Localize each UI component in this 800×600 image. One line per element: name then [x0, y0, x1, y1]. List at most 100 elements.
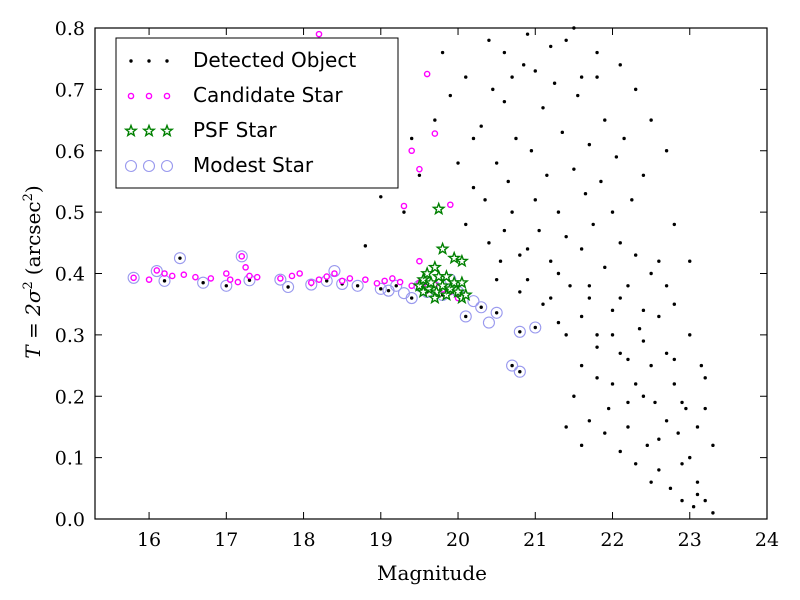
x-tick-label: 19	[369, 529, 393, 551]
candidate-star-point	[145, 276, 153, 283]
detected-object-point	[603, 118, 607, 122]
detected-object-point	[618, 296, 622, 300]
legend-symbol	[129, 59, 133, 63]
y-axis-label-prefix: T = 2σ	[21, 288, 45, 359]
psf-star-point	[447, 250, 462, 265]
detected-object-point	[494, 311, 499, 315]
detected-object-point	[541, 302, 545, 306]
detected-object-point	[533, 198, 537, 202]
modest-star-point	[127, 271, 140, 284]
detected-object-point	[606, 406, 611, 411]
detected-object-point	[657, 259, 661, 263]
detected-object-point	[518, 330, 522, 334]
detected-object-point	[494, 161, 499, 165]
y-axis-ticks: 0.0 0.1 0.2 0.3 0.4 0.5 0.6 0.7 0.8	[55, 18, 767, 531]
detected-object-point	[464, 75, 468, 79]
detected-object-point	[618, 63, 622, 67]
candidate-star-point	[362, 276, 369, 283]
detected-object-point	[618, 241, 622, 245]
detected-object-point	[672, 222, 677, 227]
detected-object-point	[649, 118, 653, 122]
candidate-star-point	[288, 272, 296, 280]
candidate-star-point	[180, 271, 188, 279]
detected-object-point	[471, 185, 476, 190]
detected-object-point	[649, 271, 653, 276]
detected-object-point	[664, 284, 669, 288]
detected-object-point	[595, 345, 599, 349]
detected-object-point	[448, 93, 453, 98]
detected-object-point	[587, 296, 592, 300]
detected-object-point	[703, 406, 707, 411]
y-tick-label: 0.8	[55, 18, 85, 40]
legend-symbol	[159, 123, 175, 138]
candidate-star-point	[253, 273, 261, 281]
candidate-star-point	[130, 274, 137, 282]
psf-star-point	[458, 287, 473, 302]
psf-star-point	[421, 281, 436, 295]
detected-object-point	[487, 241, 491, 245]
detected-object-point	[633, 87, 638, 92]
detected-object-point	[417, 173, 422, 177]
y-tick-label: 0.0	[55, 509, 85, 531]
x-axis-label: Magnitude	[377, 561, 487, 585]
candidate-star-point	[416, 165, 423, 173]
detected-object-point	[684, 406, 688, 411]
detected-object-point	[487, 38, 491, 42]
detected-object-point	[664, 351, 669, 355]
detected-object-point	[599, 179, 603, 184]
psf-star-point	[427, 259, 443, 274]
detected-object-point	[610, 210, 615, 214]
candidate-star-point	[246, 272, 253, 280]
detected-object-point	[576, 93, 580, 98]
detected-object-point	[556, 271, 561, 276]
detected-object-point	[626, 400, 630, 405]
detected-object-point	[641, 173, 646, 177]
y-tick-label: 0.5	[55, 202, 85, 224]
legend-marker-candidate	[127, 92, 171, 100]
detected-object-point	[688, 333, 692, 337]
legend-entry-psf: PSF Star	[123, 118, 277, 142]
detected-object-point	[633, 382, 638, 386]
candidate-star-point	[400, 202, 408, 210]
detected-object-point	[579, 75, 584, 79]
legend-symbol	[145, 92, 153, 100]
detected-object-point	[525, 32, 530, 36]
detected-object-point	[440, 50, 445, 55]
detected-object-point	[456, 161, 460, 165]
modest-star-point	[197, 276, 210, 289]
x-tick-label: 17	[214, 529, 238, 551]
detected-object-point	[572, 394, 576, 398]
detected-object-point	[626, 425, 630, 429]
x-tick-label: 21	[523, 529, 547, 551]
x-tick-label: 22	[600, 529, 624, 551]
detected-object-point	[703, 376, 707, 380]
detected-object-point	[672, 382, 677, 386]
detected-object-point	[533, 325, 537, 330]
detected-object-point	[556, 320, 561, 325]
detected-object-point	[355, 284, 360, 288]
detected-object-point	[633, 462, 638, 466]
detected-object-point	[386, 288, 391, 293]
candidate-star-point	[234, 278, 242, 286]
detected-object-point	[649, 480, 653, 484]
detected-object-point	[633, 253, 638, 257]
detected-object-point	[680, 498, 684, 503]
detected-object-point	[178, 256, 182, 260]
detected-object-point	[514, 136, 518, 141]
detected-object-point	[286, 285, 290, 289]
legend-symbol	[141, 123, 157, 138]
detected-object-point	[649, 363, 653, 368]
detected-object-point	[162, 279, 167, 283]
detected-object-point	[603, 265, 607, 270]
psf-star-point	[427, 290, 443, 305]
data-markers	[127, 26, 715, 515]
candidate-star-point	[207, 275, 215, 282]
modest-star-point	[274, 273, 287, 286]
legend-label-detected: Detected Object	[193, 48, 356, 72]
detected-object-point	[641, 308, 646, 313]
psf-star-point	[435, 241, 450, 256]
detected-object-point	[394, 284, 398, 288]
psf-star-point	[439, 269, 454, 283]
legend-entry-modest: Modest Star	[124, 153, 314, 177]
detected-object-point	[630, 198, 634, 202]
